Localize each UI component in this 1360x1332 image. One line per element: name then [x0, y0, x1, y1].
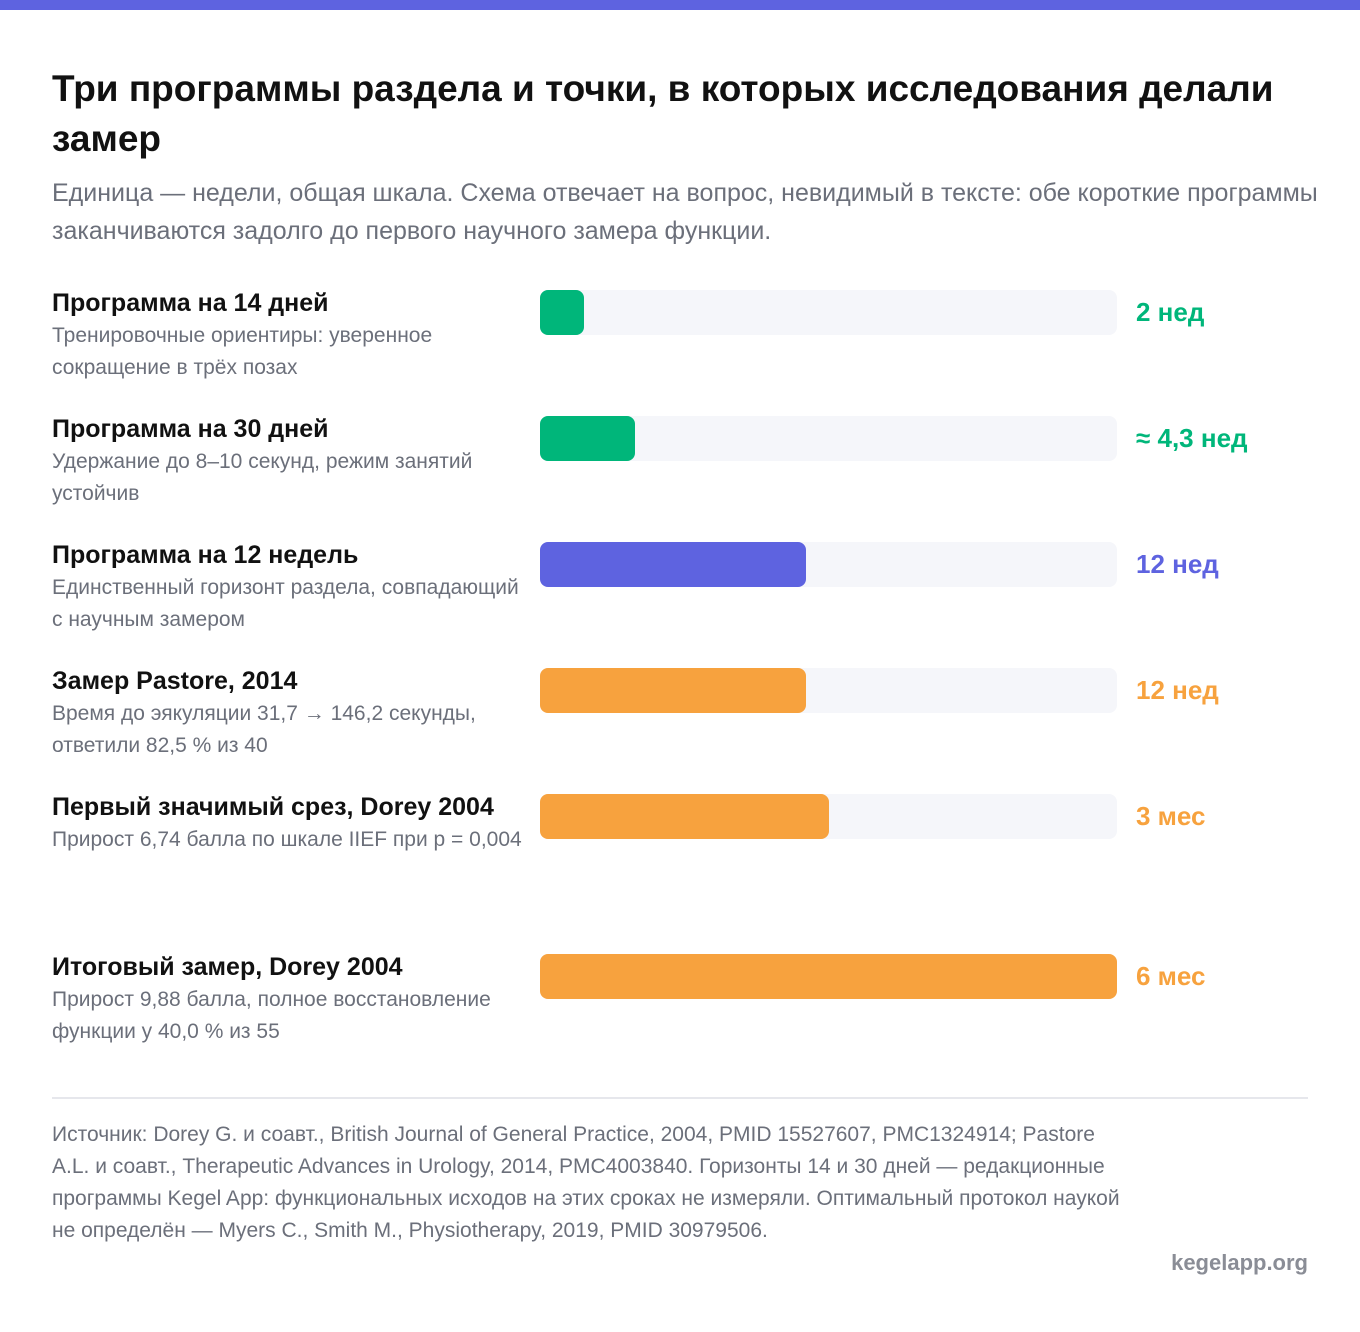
- category-label: Замер Pastore, 2014: [52, 667, 298, 695]
- chart-subtitle: Единица — недели, общая шкала. Схема отв…: [52, 179, 1318, 245]
- bar-track: [540, 290, 1117, 335]
- category-description: Удержание до 8–10 секунд, режим занятий …: [52, 450, 473, 505]
- value-label: 2 нед: [1136, 297, 1205, 327]
- row-text: Замер Pastore, 2014 Время до эякуляции 3…: [52, 664, 522, 762]
- category-label: Программа на 14 дней: [52, 289, 329, 317]
- category-description: Прирост 9,88 балла, полное восстановлени…: [52, 988, 491, 1043]
- bar: [540, 290, 584, 335]
- category-description: Прирост 6,74 балла по шкале IIEF при p =…: [52, 828, 522, 851]
- row-text: Программа на 14 дней Тренировочные ориен…: [52, 286, 522, 384]
- bar-track: [540, 954, 1117, 999]
- category-label: Итоговый замер, Dorey 2004: [52, 953, 403, 981]
- value-label: 12 нед: [1136, 675, 1219, 705]
- bar-track: [540, 542, 1117, 587]
- row-text: Итоговый замер, Dorey 2004 Прирост 9,88 …: [52, 950, 522, 1048]
- bar-track: [540, 416, 1117, 461]
- value-label: 3 мес: [1136, 801, 1206, 831]
- top-accent-strip: [0, 0, 1360, 10]
- value-label: ≈ 4,3 нед: [1136, 423, 1248, 453]
- row-text: Первый значимый срез, Dorey 2004 Прирост…: [52, 790, 522, 856]
- row-text: Программа на 30 дней Удержание до 8–10 с…: [52, 412, 522, 510]
- chart-title: Три программы раздела и точки, в которых…: [52, 68, 1274, 159]
- category-description: Единственный горизонт раздела, совпадающ…: [52, 576, 519, 631]
- category-label: Первый значимый срез, Dorey 2004: [52, 793, 494, 821]
- bar: [540, 416, 635, 461]
- category-label: Программа на 30 дней: [52, 415, 329, 443]
- category-description: Тренировочные ориентиры: уверенное сокра…: [52, 324, 433, 379]
- bar-track: [540, 668, 1117, 713]
- value-label: 6 мес: [1136, 961, 1206, 991]
- bar: [540, 542, 806, 587]
- bar: [540, 954, 1117, 999]
- row-text: Программа на 12 недель Единственный гори…: [52, 538, 522, 636]
- site-link[interactable]: kegelapp.org: [1171, 1250, 1308, 1275]
- bar: [540, 794, 829, 839]
- source-footnote: Источник: Dorey G. и соавт., British Jou…: [52, 1123, 1120, 1242]
- bar: [540, 668, 806, 713]
- bar-track: [540, 794, 1117, 839]
- footer-divider: [52, 1097, 1308, 1099]
- category-description: Время до эякуляции 31,7 → 146,2 секунды,…: [52, 702, 476, 757]
- value-label: 12 нед: [1136, 549, 1219, 579]
- category-label: Программа на 12 недель: [52, 541, 359, 569]
